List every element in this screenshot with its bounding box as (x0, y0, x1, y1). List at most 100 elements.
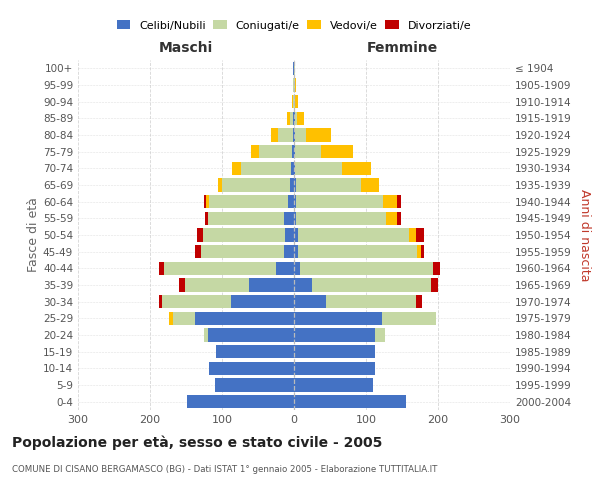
Bar (295, 128, 305, 141)
Bar (294, 212, 296, 225)
Bar (294, 145, 295, 158)
Bar (290, 178, 294, 192)
Bar (397, 195, 401, 208)
Bar (297, 112, 304, 125)
Bar (397, 212, 401, 225)
Bar (208, 328, 294, 342)
Bar (158, 295, 162, 308)
Bar (305, 128, 331, 141)
Bar (259, 145, 292, 158)
Bar (342, 162, 371, 175)
Bar (295, 145, 320, 158)
Bar (294, 112, 295, 125)
Bar (230, 295, 294, 308)
Bar (232, 162, 241, 175)
Bar (294, 178, 296, 192)
Y-axis label: Fasce di età: Fasce di età (27, 198, 40, 272)
Bar (284, 212, 294, 225)
Bar (286, 228, 294, 241)
Bar (203, 228, 286, 241)
Bar (383, 195, 397, 208)
Text: Maschi: Maschi (159, 41, 213, 55)
Bar (294, 278, 312, 291)
Bar (241, 162, 291, 175)
Bar (205, 212, 208, 225)
Bar (204, 328, 208, 342)
Bar (374, 345, 376, 358)
Bar (421, 245, 424, 258)
Bar (326, 295, 416, 308)
Bar (291, 162, 294, 175)
Bar (215, 345, 216, 358)
Bar (179, 278, 185, 291)
Bar (209, 362, 294, 375)
Bar (296, 212, 386, 225)
Bar (294, 362, 374, 375)
Bar (222, 178, 290, 192)
Bar (296, 195, 383, 208)
Bar (294, 228, 298, 241)
Bar (206, 195, 209, 208)
Bar (187, 395, 294, 408)
Bar (294, 345, 374, 358)
Bar (173, 312, 194, 325)
Bar (216, 345, 294, 358)
Bar (294, 395, 406, 408)
Bar (294, 378, 373, 392)
Bar (417, 245, 421, 258)
Bar (294, 195, 296, 208)
Bar (296, 178, 361, 192)
Bar (416, 295, 422, 308)
Text: Femmine: Femmine (367, 41, 437, 55)
Bar (215, 378, 294, 392)
Bar (288, 195, 294, 208)
Bar (197, 228, 203, 241)
Bar (431, 278, 438, 291)
Bar (201, 245, 284, 258)
Bar (298, 245, 417, 258)
Bar (196, 245, 201, 258)
Bar (276, 262, 294, 275)
Bar (374, 328, 385, 342)
Bar (293, 95, 294, 108)
Bar (294, 262, 300, 275)
Bar (290, 112, 293, 125)
Bar (293, 78, 294, 92)
Bar (294, 95, 295, 108)
Bar (204, 195, 206, 208)
Bar (278, 128, 293, 141)
Bar (251, 145, 259, 158)
Legend: Celibi/Nubili, Coniugati/e, Vedovi/e, Divorziati/e: Celibi/Nubili, Coniugati/e, Vedovi/e, Di… (117, 20, 471, 30)
Bar (284, 245, 294, 258)
Bar (169, 312, 173, 325)
Bar (294, 128, 295, 141)
Bar (294, 162, 295, 175)
Bar (298, 228, 409, 241)
Bar (382, 312, 436, 325)
Bar (293, 112, 294, 125)
Bar (294, 78, 295, 92)
Bar (162, 295, 230, 308)
Y-axis label: Anni di nascita: Anni di nascita (578, 188, 591, 281)
Bar (294, 62, 295, 75)
Bar (386, 212, 397, 225)
Bar (208, 212, 284, 225)
Bar (294, 312, 382, 325)
Bar (209, 195, 288, 208)
Bar (293, 62, 294, 75)
Bar (292, 145, 294, 158)
Bar (320, 145, 353, 158)
Bar (300, 262, 433, 275)
Bar (271, 128, 278, 141)
Bar (194, 312, 294, 325)
Bar (294, 245, 298, 258)
Bar (312, 278, 431, 291)
Bar (287, 112, 290, 125)
Bar (416, 228, 424, 241)
Bar (185, 278, 250, 291)
Bar (250, 278, 294, 291)
Bar (361, 178, 379, 192)
Bar (295, 78, 296, 92)
Bar (292, 95, 293, 108)
Text: COMUNE DI CISANO BERGAMASCO (BG) - Dati ISTAT 1° gennaio 2005 - Elaborazione TUT: COMUNE DI CISANO BERGAMASCO (BG) - Dati … (12, 465, 437, 474)
